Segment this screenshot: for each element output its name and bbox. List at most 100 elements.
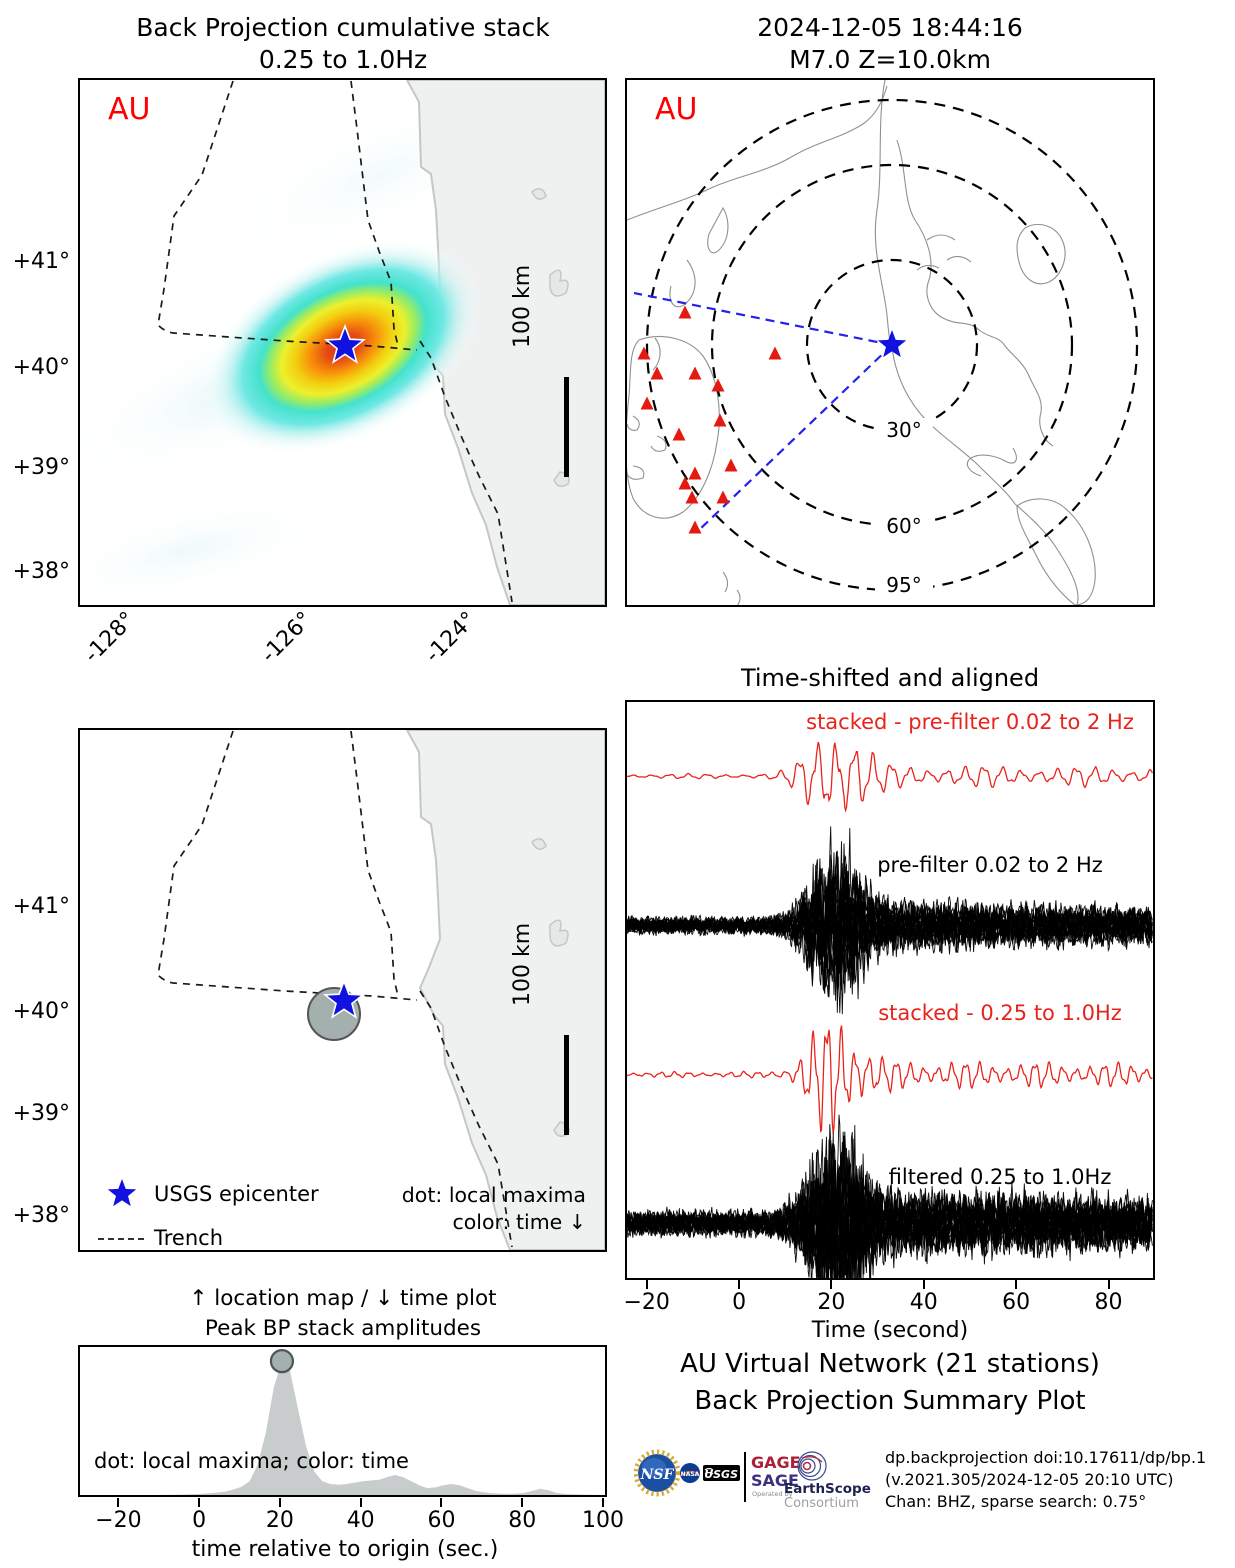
waveform-x-tick	[830, 1280, 833, 1289]
station-triangle-icon	[713, 413, 727, 427]
legend-trench-label: Trench	[154, 1226, 223, 1250]
footer-title-line1: AU Virtual Network (21 stations)	[680, 1349, 1100, 1379]
waveform-x-tick-label: 20	[817, 1290, 846, 1315]
location-note-line1: dot: local maxima	[401, 1183, 586, 1207]
nasa-logo-text: NASA	[681, 1471, 700, 1478]
waveform-x-tick	[645, 1280, 648, 1289]
waveform-x-tick	[1015, 1280, 1018, 1289]
gage-logo-text: GAGE	[751, 1453, 801, 1472]
distance-ring-label: 95°	[875, 573, 933, 597]
amplitude-note: dot: local maxima; color: time	[94, 1449, 409, 1473]
station-triangle-icon	[716, 490, 730, 504]
bp-map-lon-tick: -124°	[420, 607, 482, 668]
amplitude-x-tick-label: −20	[95, 1508, 142, 1533]
location-map-lat-tick: +39°	[12, 1101, 70, 1126]
legend-epicenter-label: USGS epicenter	[154, 1182, 319, 1206]
station-triangle-icon	[688, 520, 702, 534]
trace-label-stacked-prefilter: stacked - pre-filter 0.02 to 2 Hz	[806, 710, 1134, 734]
consortium-logo-text: Consortium	[784, 1496, 859, 1510]
event-title: 2024-12-05 18:44:16 M7.0 Z=10.0km	[625, 12, 1155, 76]
waveform-x-tick-label: 40	[909, 1290, 938, 1315]
nsf-logo-text: NSF	[640, 1467, 675, 1483]
location-map-canvas	[107, 730, 605, 1250]
amplitude-x-tick	[117, 1498, 120, 1507]
location-scalebar	[564, 1035, 569, 1135]
usgs-wave-icon	[704, 1467, 714, 1475]
amplitude-title: ↑ location map / ↓ time plot Peak BP sta…	[58, 1284, 628, 1344]
nsf-globe	[642, 1458, 666, 1478]
amplitude-x-tick	[521, 1498, 524, 1507]
amplitude-x-tick-label: 60	[427, 1508, 456, 1533]
footer-info-doi: dp.backprojection doi:10.17611/dp/bp.1	[885, 1448, 1207, 1467]
bp-map-lat-tick: +39°	[12, 455, 70, 480]
amplitude-x-tick	[198, 1498, 201, 1507]
bp-map-title: Back Projection cumulative stack 0.25 to…	[58, 12, 628, 76]
footer-title: AU Virtual Network (21 stations) Back Pr…	[625, 1346, 1155, 1420]
bp-map-lon-tick: -128°	[79, 607, 141, 668]
bp-map-title-line2: 0.25 to 1.0Hz	[258, 45, 428, 74]
bp-map-lat-tick: +38°	[12, 559, 70, 584]
amplitude-canvas	[80, 1349, 605, 1495]
location-map-lat-tick: +38°	[12, 1203, 70, 1228]
station-triangle-icon	[768, 346, 782, 360]
waveform-x-tick-label: 60	[1002, 1290, 1031, 1315]
bp-ocean-wash-2	[80, 495, 336, 605]
amplitude-xlabel: time relative to origin (sec.)	[191, 1537, 499, 1562]
nasa-swoosh	[680, 1470, 700, 1476]
footer-info-version: (v.2021.305/2024-12-05 20:10 UTC)	[885, 1470, 1174, 1489]
station-triangle-icon	[688, 366, 702, 380]
location-land	[405, 730, 605, 1250]
distance-ring-label: 30°	[875, 418, 933, 442]
waveform-traces	[627, 741, 1153, 1278]
station-map-epicenter-star	[877, 330, 907, 358]
station-triangle-icon	[650, 366, 664, 380]
location-scalebar-label: 100 km	[510, 922, 535, 1006]
amplitude-x-tick-label: 0	[192, 1508, 207, 1533]
amplitude-x-tick	[359, 1498, 362, 1507]
location-trench-lines	[157, 730, 513, 1248]
amplitude-x-tick	[440, 1498, 443, 1507]
bp-map-canvas	[80, 80, 605, 605]
waveform-x-tick	[738, 1280, 741, 1289]
amplitude-x-tick	[602, 1498, 604, 1507]
station-triangle-icon	[678, 305, 692, 319]
trace-label-prefilter: pre-filter 0.02 to 2 Hz	[877, 853, 1103, 877]
location-map-note: dot: local maxima color: time ↓	[280, 1182, 586, 1236]
bp-map-lat-tick: +40°	[12, 355, 70, 380]
location-note-line2: color: time ↓	[452, 1210, 586, 1234]
legend-trench-line	[98, 1238, 144, 1240]
sage-logo-text: SAGE	[751, 1471, 799, 1490]
location-map-panel: 100 km USGS epicenter Trench dot: local …	[78, 728, 607, 1252]
station-map-network-label: AU	[655, 92, 698, 127]
bp-map-lon-tick: -126°	[256, 607, 318, 668]
earthscope-logo-text: EarthScope	[784, 1481, 871, 1497]
waveform-x-tick-label: −20	[623, 1290, 670, 1315]
station-triangle-icon	[637, 346, 651, 360]
bp-map-panel: 100 km AU	[78, 78, 607, 607]
nasa-logo	[680, 1463, 700, 1483]
waveform-panel	[625, 700, 1155, 1280]
event-title-datetime: 2024-12-05 18:44:16	[757, 13, 1023, 42]
footer-logos-canvas: NSF NASA USGS GAGE SAGE Operated by Eart…	[634, 1449, 871, 1510]
station-triangle-icon	[688, 466, 702, 480]
bp-network-label: AU	[108, 92, 151, 127]
station-triangle-icon	[724, 458, 738, 472]
legend-star-icon	[107, 1179, 137, 1207]
amplitude-x-tick-label: 100	[582, 1508, 624, 1533]
location-map-lat-tick: +40°	[12, 999, 70, 1024]
operated-by-text: Operated by	[752, 1490, 793, 1498]
bp-scalebar-label: 100 km	[510, 264, 535, 348]
bp-scalebar	[564, 377, 569, 477]
bp-trench-lines	[157, 80, 513, 603]
waveform-x-tick-label: 80	[1094, 1290, 1123, 1315]
trace-label-stacked-filtered: stacked - 0.25 to 1.0Hz	[878, 1001, 1122, 1025]
bp-map-lat-tick: +41°	[12, 249, 70, 274]
amplitude-x-tick-label: 40	[346, 1508, 375, 1533]
footer-info-channel: Chan: BHZ, sparse search: 0.75°	[885, 1492, 1147, 1511]
waveform-x-tick-label: 0	[732, 1290, 747, 1315]
bp-map-title-line1: Back Projection cumulative stack	[136, 13, 550, 42]
waveform-x-tick	[1107, 1280, 1110, 1289]
usgs-logo-text: USGS	[704, 1468, 738, 1481]
station-triangle-icon	[640, 396, 654, 410]
earthscope-logo	[797, 1451, 827, 1481]
